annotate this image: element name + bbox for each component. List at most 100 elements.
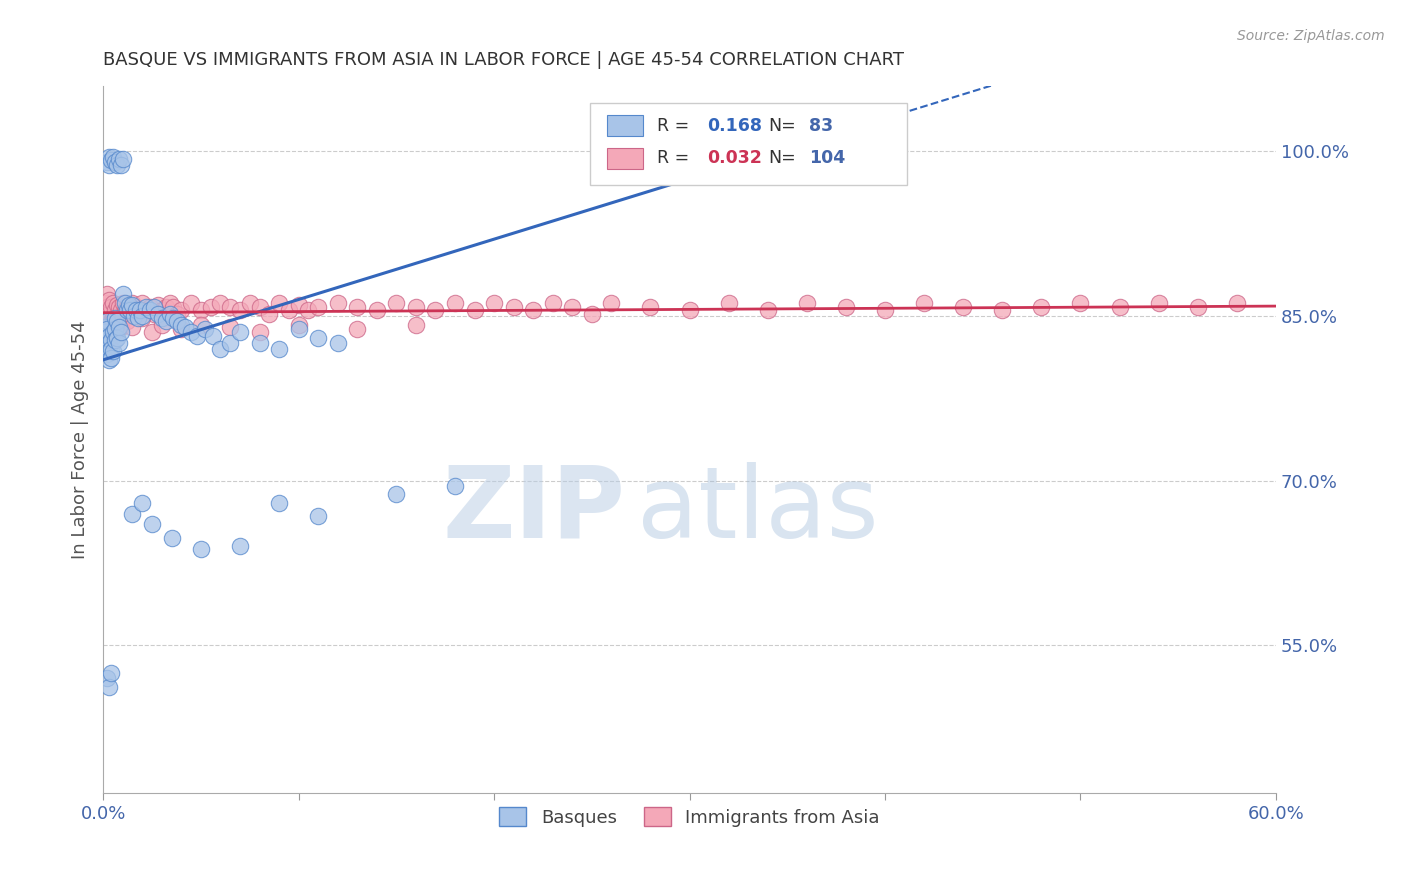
Point	[94, 320, 117, 334]
Point	[104, 322, 127, 336]
Point	[150, 311, 173, 326]
Text: 83: 83	[810, 117, 834, 135]
Point	[1226, 295, 1249, 310]
Point	[717, 295, 740, 310]
Point	[121, 320, 143, 334]
Point	[307, 300, 329, 314]
Point	[142, 300, 165, 314]
Point	[229, 540, 252, 554]
Point	[101, 344, 124, 359]
Point	[107, 152, 129, 166]
Point	[287, 318, 309, 332]
Point	[346, 300, 368, 314]
Point	[219, 300, 242, 314]
Point	[756, 303, 779, 318]
Point	[155, 314, 177, 328]
Point	[405, 300, 427, 314]
Point	[104, 318, 127, 332]
Point	[444, 295, 467, 310]
Point	[229, 326, 252, 340]
Point	[139, 300, 162, 314]
Point	[114, 295, 136, 310]
Text: 0.032: 0.032	[707, 150, 762, 168]
Point	[267, 342, 290, 356]
Point	[297, 303, 319, 318]
Point	[98, 336, 121, 351]
Point	[98, 328, 121, 343]
Point	[346, 322, 368, 336]
Point	[249, 326, 271, 340]
Point	[94, 340, 117, 354]
Point	[114, 303, 136, 318]
Point	[561, 300, 583, 314]
Point	[159, 295, 181, 310]
Point	[131, 495, 153, 509]
Point	[796, 295, 818, 310]
Point	[155, 300, 177, 314]
Y-axis label: In Labor Force | Age 45-54: In Labor Force | Age 45-54	[72, 320, 89, 558]
Point	[146, 307, 169, 321]
Point	[482, 295, 505, 310]
Point	[287, 298, 309, 312]
Point	[385, 295, 408, 310]
Point	[166, 314, 188, 328]
Point	[96, 155, 118, 169]
Point	[98, 344, 121, 359]
Point	[170, 322, 193, 336]
Point	[162, 311, 184, 326]
Point	[129, 303, 152, 318]
Point	[100, 153, 122, 168]
Point	[100, 665, 122, 680]
Point	[111, 309, 134, 323]
Point	[117, 307, 139, 321]
Point	[107, 314, 129, 328]
Point	[186, 328, 208, 343]
Point	[96, 300, 118, 314]
Point	[249, 336, 271, 351]
Point	[873, 303, 896, 318]
Point	[1031, 300, 1053, 314]
Text: BASQUE VS IMMIGRANTS FROM ASIA IN LABOR FORCE | AGE 45-54 CORRELATION CHART: BASQUE VS IMMIGRANTS FROM ASIA IN LABOR …	[103, 51, 904, 69]
Point	[100, 342, 122, 356]
Point	[141, 517, 163, 532]
Point	[581, 307, 603, 321]
Text: N=: N=	[768, 117, 796, 135]
Point	[101, 295, 124, 310]
Point	[110, 320, 132, 334]
Text: R =: R =	[657, 150, 689, 168]
Point	[326, 336, 349, 351]
Point	[124, 303, 146, 318]
Point	[405, 318, 427, 332]
Point	[1147, 295, 1170, 310]
Point	[131, 309, 153, 323]
Point	[366, 303, 388, 318]
Point	[200, 300, 222, 314]
Point	[150, 318, 173, 332]
Point	[96, 314, 118, 328]
Point	[166, 307, 188, 321]
Point	[96, 287, 118, 301]
Point	[100, 300, 122, 314]
Point	[96, 340, 118, 354]
Point	[111, 311, 134, 326]
Point	[640, 300, 662, 314]
Point	[180, 295, 202, 310]
Point	[111, 287, 134, 301]
Point	[135, 303, 157, 318]
Point	[209, 295, 232, 310]
Point	[425, 303, 447, 318]
Point	[307, 331, 329, 345]
Point	[201, 328, 224, 343]
Point	[110, 303, 132, 318]
Text: 104: 104	[810, 150, 845, 168]
Point	[120, 303, 142, 318]
Point	[287, 322, 309, 336]
Point	[121, 295, 143, 310]
Point	[131, 311, 153, 326]
Point	[115, 300, 138, 314]
Point	[96, 322, 118, 336]
Point	[105, 331, 128, 345]
Point	[98, 307, 121, 321]
Point	[125, 300, 148, 314]
Point	[117, 298, 139, 312]
